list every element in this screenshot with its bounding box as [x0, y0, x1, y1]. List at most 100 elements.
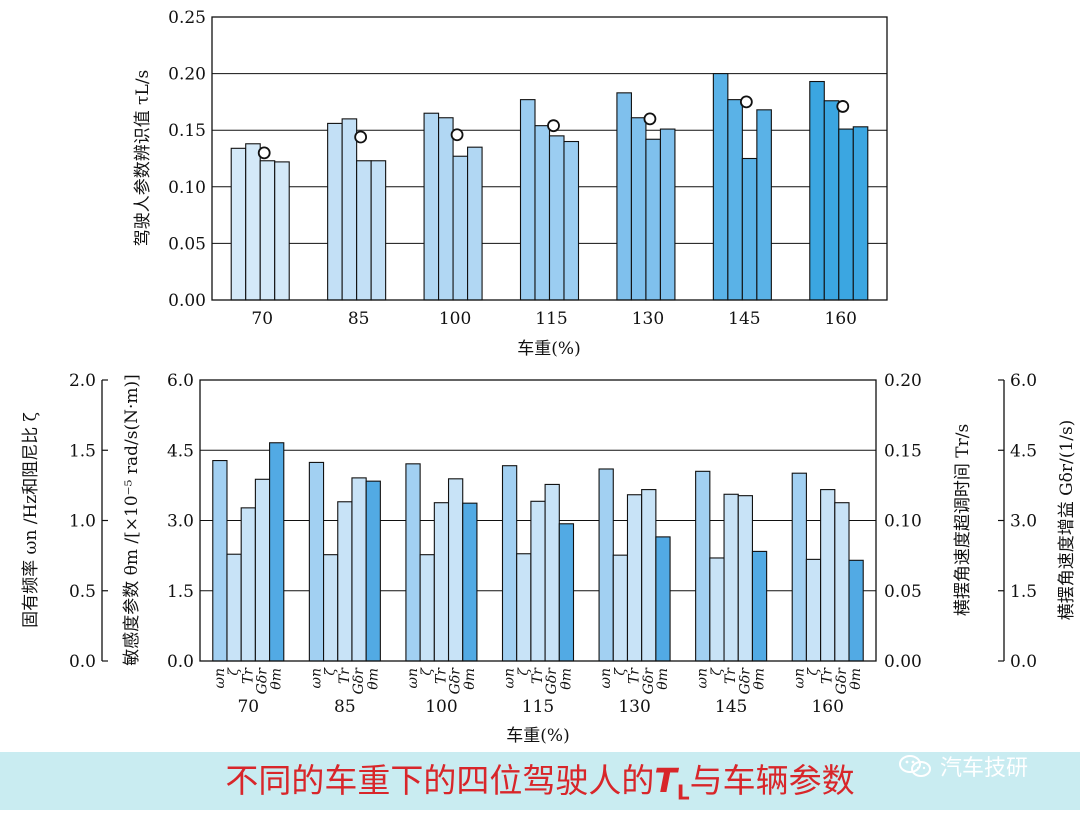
chart-1-bar — [370, 160, 387, 301]
chart-2-parameter-label: Tr — [820, 667, 836, 684]
right-inner-tick-label: 0.10 — [884, 512, 922, 532]
left-inner-tick-label: 1.5 — [167, 582, 194, 602]
chart-2-bar — [462, 502, 478, 662]
chart-1-y-axis-label: 驾驶人参数辨识值 τL/s — [133, 70, 153, 247]
watermark-text: 汽车技研 — [940, 756, 1029, 781]
chart-2-parameter-label: Gδr — [834, 667, 850, 695]
left-outer-tick-label: 0.5 — [69, 582, 96, 602]
chart-2-bar — [419, 554, 435, 662]
chart-2-x-axis-label: 车重(%) — [506, 726, 569, 746]
chart-2-bar — [212, 460, 228, 662]
chart-2-parameter-label: ζ — [323, 667, 339, 676]
chart-1-mean-marker — [354, 130, 368, 144]
chart-1-bar — [438, 117, 454, 301]
chart-2-bar — [791, 472, 807, 662]
chart-1-bar — [341, 118, 358, 301]
chart-2-parameter-label: θm — [752, 668, 768, 690]
chart-1-x-tick-label: 130 — [632, 309, 664, 329]
right-inner-tick-label: 0.00 — [884, 652, 922, 672]
chart-2-parameter-label: θm — [365, 668, 381, 690]
chart-1-mean-marker — [547, 119, 560, 133]
right-outer-tick-label: 0.0 — [1010, 652, 1037, 672]
right-inner-tick-label: 0.05 — [884, 582, 922, 602]
chart-1-bar — [519, 99, 536, 301]
chart-2-x-tick-label: 115 — [522, 697, 554, 717]
right-outer-tick-label: 6.0 — [1010, 371, 1037, 391]
chart-2-axis-ticks — [102, 379, 1004, 662]
chart-1-bar — [630, 117, 647, 301]
right-inner-axis-label: 横摆角速度超调时间 Tr/s — [953, 424, 973, 616]
chart-2-parameter-label: ωn — [308, 668, 324, 688]
left-outer-tick-label: 2.0 — [69, 371, 96, 391]
chart-2-bar — [641, 489, 657, 662]
right-inner-tick-label: 0.20 — [884, 371, 922, 391]
left-inner-tick-label: 3.0 — [167, 512, 194, 532]
chart-1-y-tick-labels: 0.00 0.05 0.10 0.15 0.20 0.25 — [168, 8, 206, 311]
left-inner-tick-label: 6.0 — [167, 371, 194, 391]
chart-2-x-tick-label: 85 — [334, 697, 356, 717]
chart-1-x-tick-label: 70 — [251, 309, 273, 329]
chart-2-bar — [530, 500, 546, 662]
chart-1-y-tick-label: 0.10 — [168, 178, 206, 198]
left-inner-tick-label: 0.0 — [167, 652, 194, 672]
chart-1-x-tick-label: 85 — [348, 309, 370, 329]
chart-1-bar — [534, 125, 551, 301]
left-outer-tick-label: 0.0 — [69, 652, 96, 672]
chart-2-parameter-label: ζ — [419, 667, 435, 676]
chart-2-parameter-label: ωn — [791, 668, 807, 688]
caption-tl-subscript: L — [676, 780, 690, 805]
chart-1-mean-marker — [643, 112, 657, 126]
chart-2-bar — [240, 507, 256, 662]
chart-2-bar — [516, 553, 532, 662]
chart-1-mean-markers — [257, 95, 850, 160]
chart-2: 0.0 0.5 1.0 1.5 2.0 0.0 1.5 3.0 4.5 6.0 0.00 0.05… — [21, 371, 1077, 746]
chart-2-bar — [308, 461, 325, 662]
chart-1-y-tick-label: 0.25 — [168, 8, 206, 28]
chart-1-y-tick-label: 0.15 — [168, 121, 206, 141]
chart-1-bar — [712, 73, 729, 301]
chart-1-x-tick-label: 115 — [535, 309, 567, 329]
chart-1-bar — [327, 122, 343, 301]
chart-1-x-tick-label: 100 — [439, 309, 471, 329]
right-inner-tick-labels: 0.00 0.05 0.10 0.15 0.20 — [884, 371, 922, 672]
chart-2-parameter-label: ωn — [598, 668, 614, 688]
chart-2-parameter-label: Tr — [723, 667, 739, 684]
chart-2-parameter-label: θm — [558, 668, 574, 690]
chart-1-bar — [823, 100, 840, 301]
chart-2-parameter-label: ζ — [806, 667, 822, 676]
chart-1-y-tick-label: 0.00 — [168, 291, 206, 311]
chart-1-x-tick-label: 145 — [728, 309, 760, 329]
chart-2-bar — [501, 465, 518, 662]
chart-2-bar — [598, 468, 614, 662]
chart-2-parameter-label: Gδr — [351, 667, 367, 695]
chart-2-x-tick-label: 100 — [425, 697, 457, 717]
chart-1-mean-marker — [739, 95, 753, 109]
chart-2-bar — [433, 502, 450, 662]
left-outer-tick-label: 1.5 — [69, 441, 96, 461]
chart-2-bar — [805, 558, 822, 662]
watermark: 汽车技研 — [898, 750, 1028, 782]
chart-1-bar — [274, 161, 290, 301]
chart-2-bars — [212, 442, 864, 662]
chart-2-bar — [405, 463, 421, 662]
right-inner-tick-label: 0.15 — [884, 441, 922, 461]
chart-2-bar — [612, 554, 629, 662]
left-outer-tick-labels: 0.0 0.5 1.0 1.5 2.0 — [69, 371, 96, 672]
left-inner-axis-label: 敏感度参数 θm /[×10⁻⁵ rad/s(N·m)] — [122, 374, 142, 665]
chart-2-bar — [323, 554, 339, 662]
chart-2-parameter-label: ζ — [226, 667, 242, 676]
chart-2-parameter-label: Gδr — [641, 667, 657, 695]
chart-1-bar — [356, 160, 372, 301]
chart-2-parameter-label: ζ — [709, 667, 725, 676]
chart-1-mean-marker — [257, 146, 271, 160]
chart-2-bar — [626, 494, 643, 662]
chart-1-bar — [423, 112, 440, 301]
chart-1-bars — [230, 73, 869, 301]
right-outer-axis-label: 横摆角速度增益 Gδr/(1/s) — [1057, 420, 1077, 621]
chart-2-bar — [655, 536, 671, 662]
chart-2-bar — [834, 502, 850, 662]
chart-2-x-tick-label: 130 — [618, 697, 650, 717]
chart-1-y-tick-label: 0.20 — [168, 65, 206, 85]
chart-1-bar — [245, 143, 261, 301]
chart-2-parameter-label: ωn — [212, 668, 228, 688]
